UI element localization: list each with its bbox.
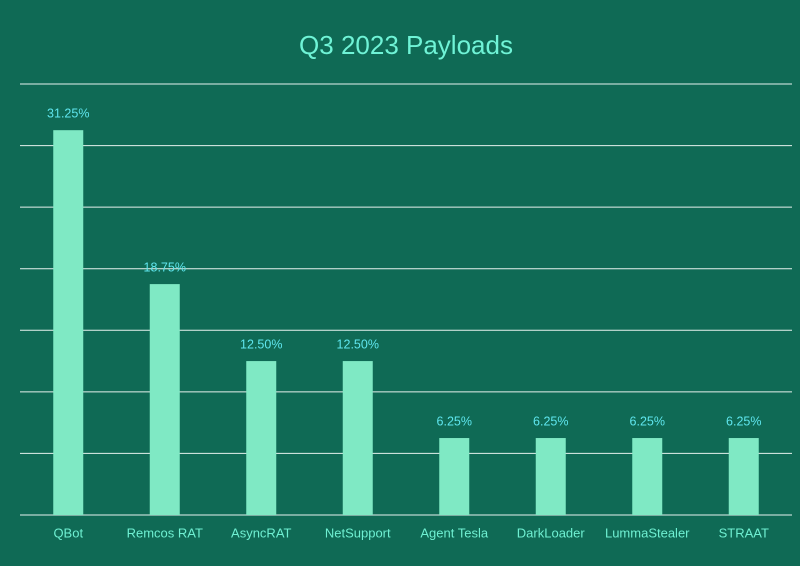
x-tick-label: LummaStealer [605,525,690,540]
bar [632,438,663,515]
x-tick-label: AsyncRAT [231,525,291,540]
chart-title: Q3 2023 Payloads [299,30,513,60]
value-label: 6.25% [630,414,665,428]
x-tick-label: QBot [53,525,83,540]
bar [149,284,180,515]
x-tick-label: DarkLoader [517,525,586,540]
bar [439,438,470,515]
x-tick-label: NetSupport [325,525,391,540]
bar [728,438,759,515]
bar [246,361,277,515]
x-tick-label: Agent Tesla [420,525,488,540]
x-tick-label: Remcos RAT [127,525,203,540]
value-label: 31.25% [47,106,89,120]
value-label: 6.25% [533,414,568,428]
value-label: 12.50% [337,337,379,351]
bar [535,438,566,515]
x-tick-label: STRAAT [719,525,769,540]
bar [342,361,373,515]
bar [53,130,84,515]
value-label: 12.50% [240,337,282,351]
value-label: 6.25% [437,414,472,428]
value-label: 6.25% [726,414,761,428]
value-label: 18.75% [144,260,186,274]
